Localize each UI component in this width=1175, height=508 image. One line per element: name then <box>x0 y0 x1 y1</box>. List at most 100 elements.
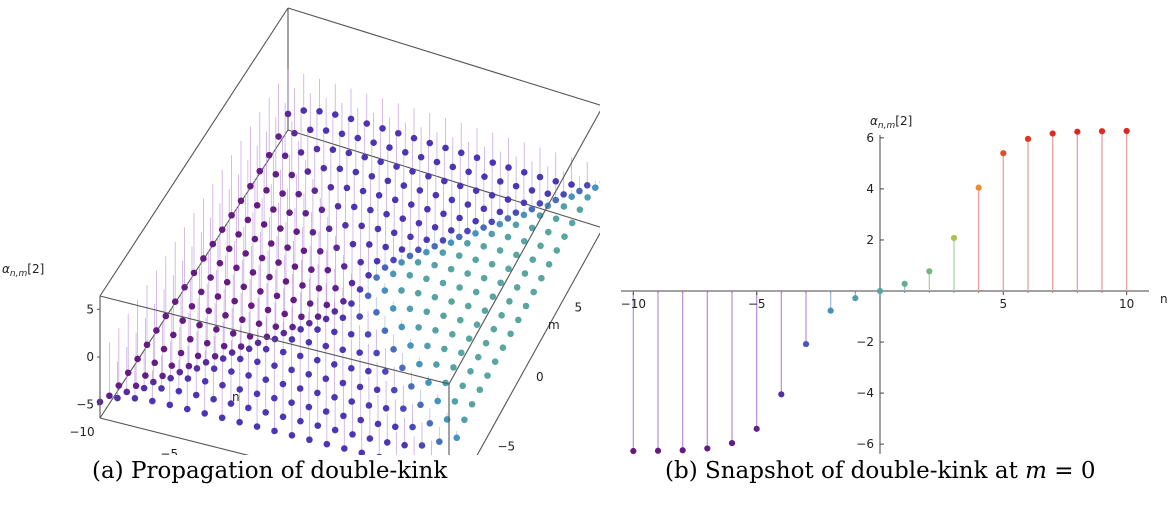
point-n-1-m-5 <box>296 352 304 360</box>
tick-alpha: 2 <box>866 233 874 247</box>
point-n10-m-6 <box>476 386 484 394</box>
point-n-2-m0 <box>323 301 331 309</box>
point-n-5-m0 <box>273 292 281 300</box>
point-n1-m7 <box>432 191 440 199</box>
point-n8 <box>1074 128 1081 135</box>
point-n0-m2 <box>373 257 381 265</box>
point-n6-m1 <box>464 270 471 277</box>
point-n-4-m7 <box>352 168 360 176</box>
point-n5-m8 <box>504 196 512 203</box>
point-n-8-m10 <box>316 108 323 115</box>
point-n2-m5 <box>431 224 439 231</box>
point-n-4-m1 <box>299 282 306 289</box>
point-n10-m-2 <box>507 330 514 338</box>
point-n-6-m0 <box>257 288 264 295</box>
point-n-2-m9 <box>401 149 409 156</box>
tick-alpha: −6 <box>856 437 874 451</box>
point-n7-m-8 <box>409 423 416 431</box>
point-n-5-m1 <box>282 278 290 285</box>
point-n-1-m2 <box>357 258 364 266</box>
point-n1-m-10 <box>288 432 296 439</box>
point-n-10-m1 <box>200 255 207 262</box>
point-n-4-m-7 <box>228 368 235 375</box>
point-n4-m-3 <box>398 323 406 331</box>
point-n-5-m2 <box>291 263 299 270</box>
point-n0-m-7 <box>296 385 304 392</box>
point-n-10-m-2 <box>171 298 179 305</box>
tick-n: 5 <box>1000 297 1008 311</box>
point-n-8-m-7 <box>159 372 166 380</box>
point-n1-m-3 <box>347 330 355 338</box>
point-n5-m-4 <box>407 342 414 349</box>
axis-label-n: n <box>1160 292 1168 306</box>
point-n1-m1 <box>381 264 389 271</box>
point-n-9-m7 <box>272 171 280 178</box>
point-n-3-m3 <box>333 244 340 252</box>
point-n9-m1 <box>513 284 521 291</box>
point-n-2-m10 <box>410 134 418 142</box>
point-n-6-m4 <box>293 228 300 236</box>
point-n1-m-6 <box>322 375 330 383</box>
point-n-1-m-1 <box>331 308 339 315</box>
point-n7-m7 <box>528 205 536 213</box>
tick-alpha: 4 <box>866 182 874 196</box>
axis-label-alpha: αn,m[2] <box>870 114 912 131</box>
box-edge-bottom-right <box>476 232 600 455</box>
point-n-2-m7 <box>384 177 392 185</box>
point-n-2-m-1 <box>314 313 322 320</box>
chart-3d-propagation: −10−50510−10−50510−505 n m αn,m[2] <box>2 7 600 455</box>
point-n8-m-2 <box>473 321 481 328</box>
tick-m: 5 <box>575 301 583 315</box>
point-n-2-m-8 <box>253 390 261 398</box>
point-n-5-m-6 <box>219 355 227 362</box>
point-n-8-m-2 <box>205 307 213 315</box>
point-n0-m10 <box>442 144 449 152</box>
point-n2-m-4 <box>356 349 363 356</box>
point-n-9-m5 <box>253 202 261 209</box>
point-n4-m-10 <box>341 445 348 452</box>
point-n-6-m-4 <box>220 342 228 350</box>
point-n5-m7 <box>496 208 504 216</box>
point-n6-m-7 <box>400 405 407 412</box>
stems-layer <box>99 69 596 455</box>
point-n2 <box>926 268 933 275</box>
point-n7-m9 <box>544 190 552 197</box>
point-n9-m2 <box>521 270 529 277</box>
point-n6-m7 <box>512 209 520 216</box>
point-n-1-m9 <box>417 153 425 161</box>
point-n-6-m-10 <box>166 401 174 409</box>
caption-b-var: m <box>1025 458 1047 484</box>
point-n10-m8 <box>584 194 591 201</box>
point-n-9-m-10 <box>114 394 121 402</box>
point-n6-m0 <box>456 284 463 291</box>
point-n-10-m10 <box>284 110 292 118</box>
point-n2-m-7 <box>331 394 338 401</box>
point-n-8-m-5 <box>177 349 185 357</box>
point-n7-m-1 <box>464 302 472 310</box>
point-n3-m2 <box>423 248 430 256</box>
tick-n: −10 <box>621 297 646 311</box>
point-n-6-m7 <box>320 164 328 172</box>
point-n5-m-10 <box>358 449 366 455</box>
point-n9-m-9 <box>436 438 443 445</box>
point-n-5 <box>753 425 760 432</box>
caption-a: (a) Propagation of double-kink <box>92 458 448 484</box>
point-n4-m9 <box>496 178 504 185</box>
point-n7-m10 <box>552 177 560 185</box>
point-n-5-m8 <box>345 149 353 157</box>
point-n-1-m-7 <box>279 380 287 388</box>
point-n-1-m10 <box>426 139 434 147</box>
point-n-2-m-5 <box>279 348 287 356</box>
point-n-10-m3 <box>218 226 226 233</box>
point-n-4-m-1 <box>281 310 289 318</box>
point-n-3-m-10 <box>218 414 226 422</box>
point-n-7-m-6 <box>185 362 193 370</box>
tick-alpha: −2 <box>856 335 874 349</box>
point-n6-m8 <box>520 199 528 207</box>
point-n6-m-10 <box>376 453 382 455</box>
point-n3-m6 <box>456 214 463 222</box>
point-n-4-m8 <box>361 153 369 161</box>
point-n7-m5 <box>512 221 520 229</box>
point-n-4-m9 <box>370 139 377 147</box>
point-n3-m5 <box>447 227 455 234</box>
